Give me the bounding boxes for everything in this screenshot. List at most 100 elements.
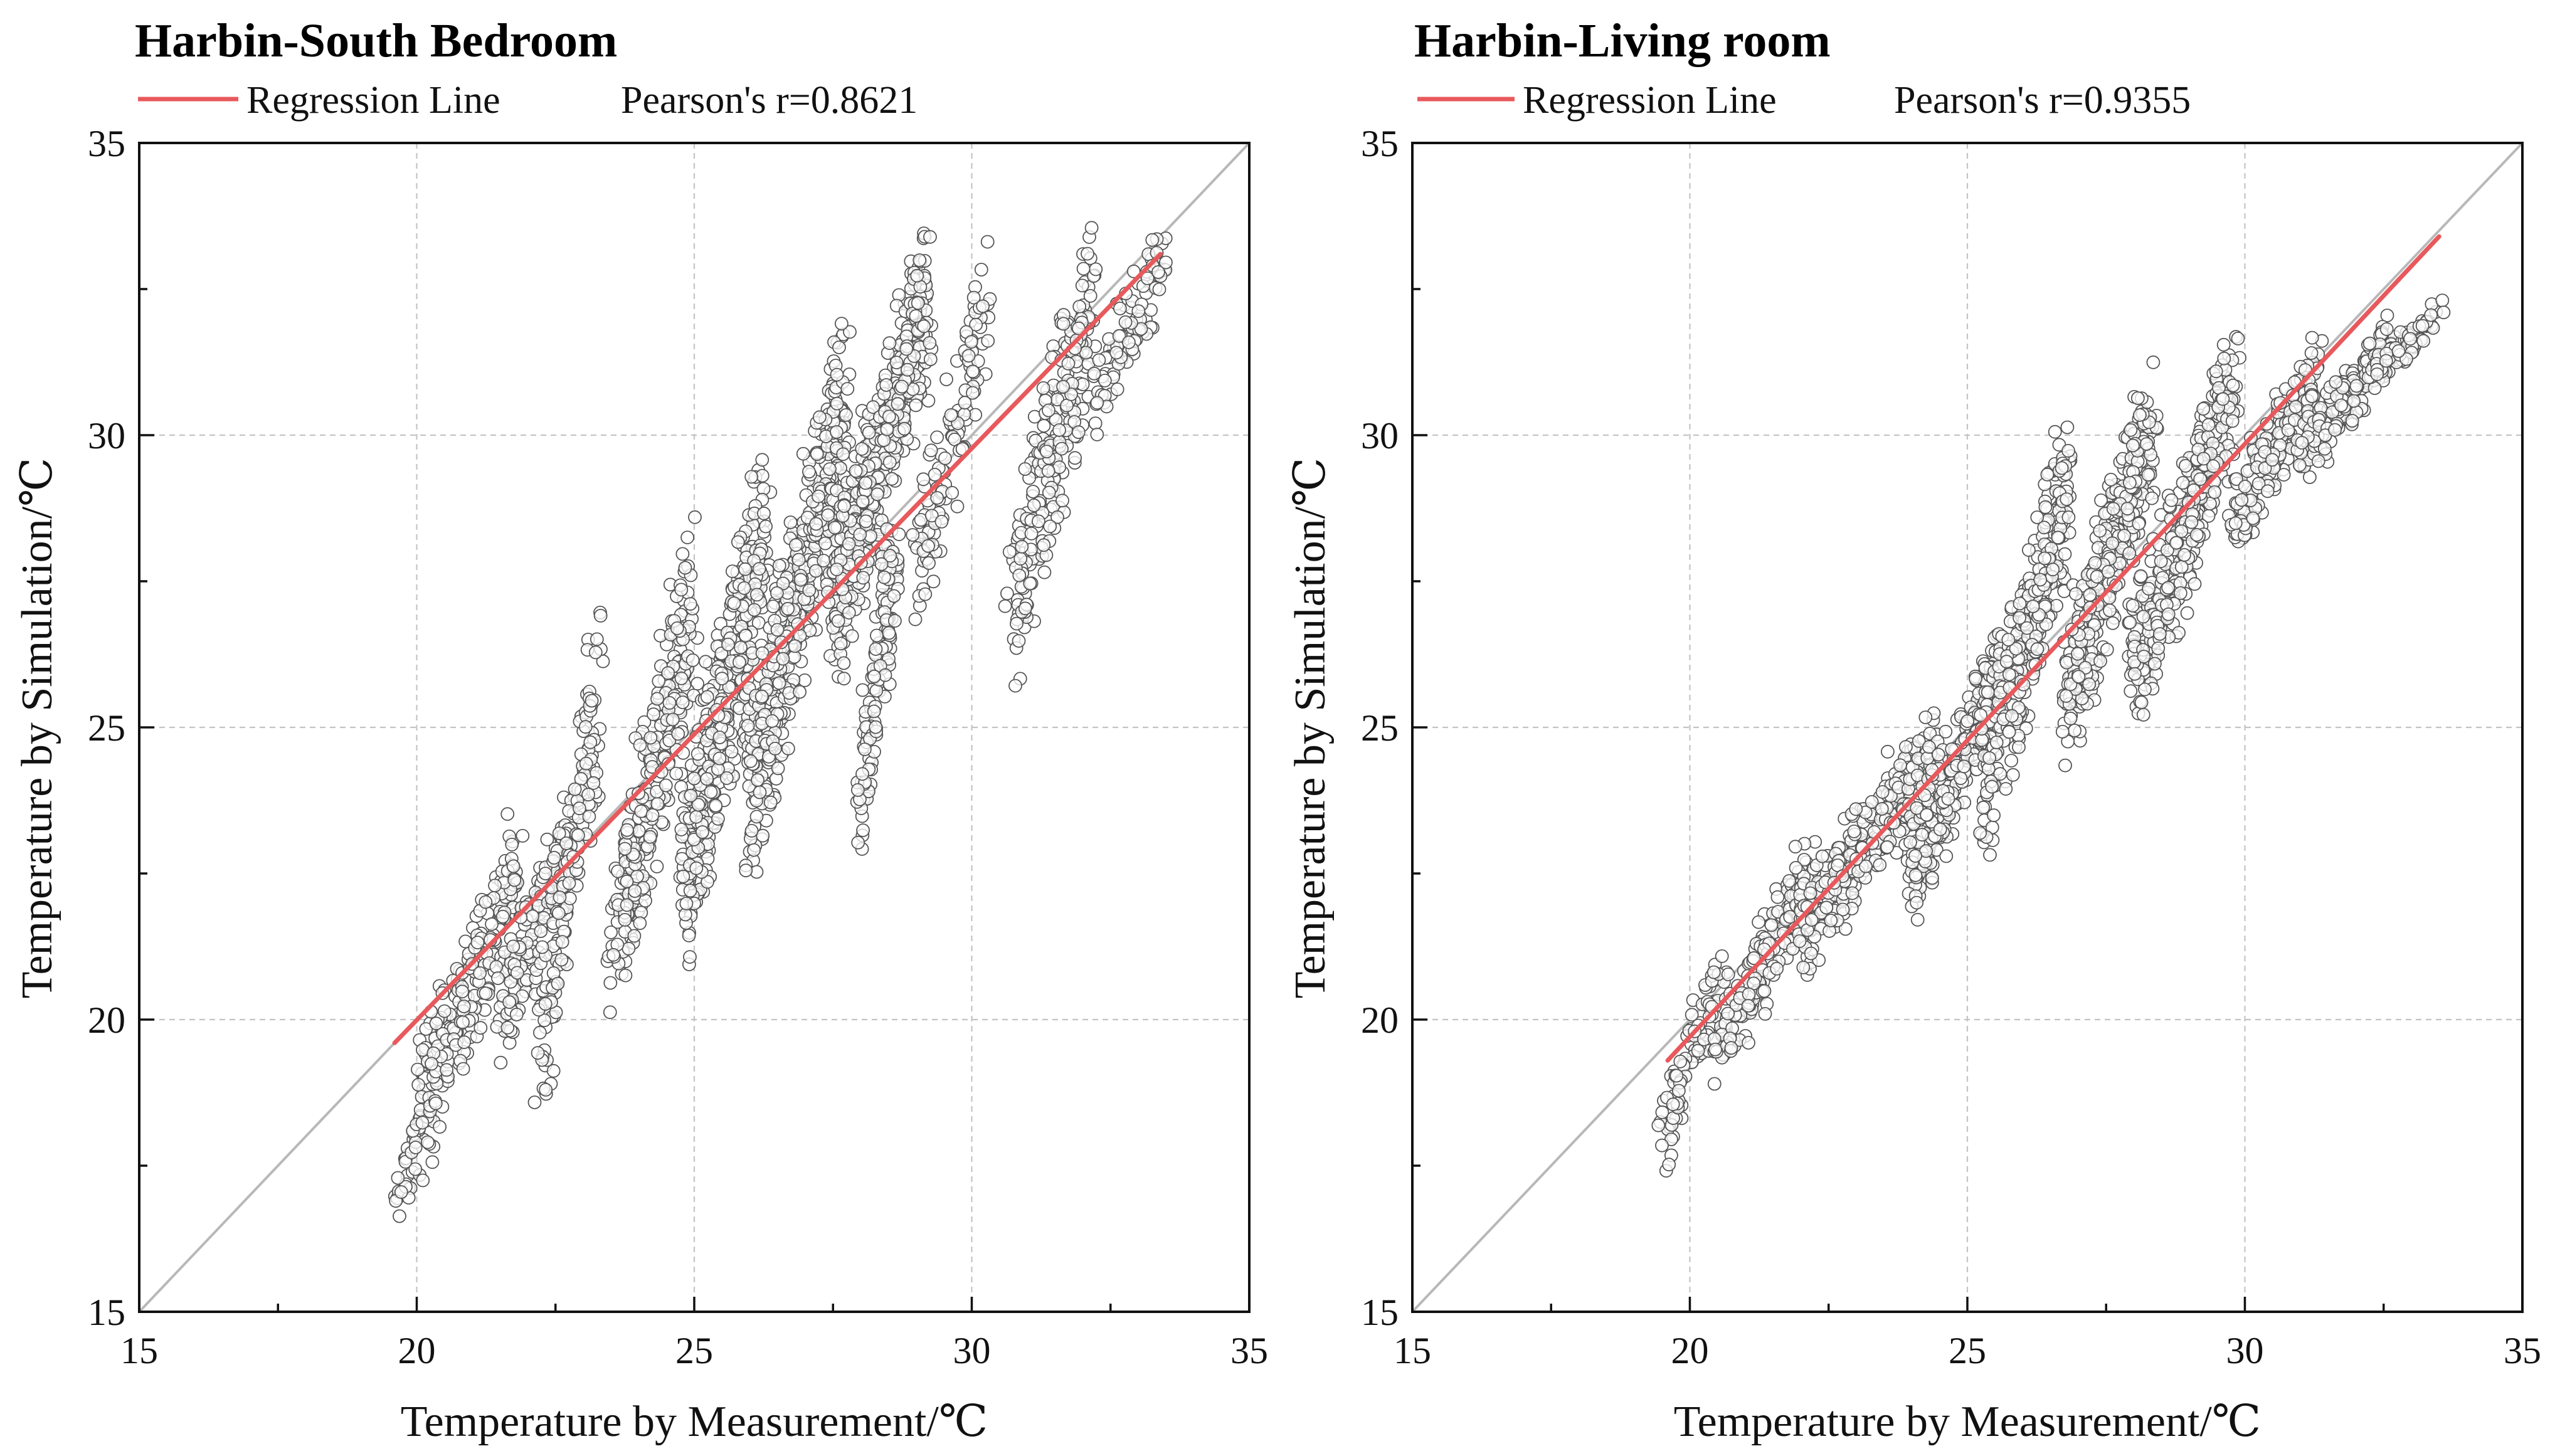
scatter-point (479, 986, 493, 1000)
scatter-point (768, 742, 782, 756)
scatter-point (1090, 396, 1104, 410)
scatter-point (2124, 423, 2138, 437)
scatter-point (781, 741, 795, 756)
scatter-point (456, 1062, 470, 1076)
scatter-point (1037, 565, 1052, 579)
scatter-point (897, 421, 911, 436)
scatter-point (855, 495, 870, 509)
scatter-point (916, 472, 931, 487)
scatter-point (1027, 499, 1041, 512)
scatter-point (685, 653, 700, 667)
scatter-point (393, 1209, 406, 1223)
scatter-point (818, 536, 832, 551)
scatter-point (1026, 485, 1040, 499)
scatter-point (1706, 965, 1721, 979)
scatter-point (2146, 355, 2161, 369)
scatter-point (1752, 915, 1766, 929)
scatter-point (1673, 1054, 1688, 1068)
scatter-point (537, 1013, 551, 1028)
scatter-point (2184, 515, 2199, 529)
scatter-point (1898, 740, 1913, 754)
scatter-point (869, 720, 883, 734)
scatter-point (1707, 1077, 1722, 1091)
scatter-point (1757, 984, 1772, 998)
scatter-point (880, 422, 894, 436)
scatter-point (2030, 642, 2045, 657)
scatter-point (505, 838, 519, 852)
scatter-point (662, 696, 677, 710)
scatter-point (1893, 758, 1907, 773)
scatter-point (783, 515, 798, 529)
scatter-point (1987, 808, 2001, 823)
scatter-point (586, 776, 601, 790)
scatter-point (888, 614, 902, 628)
y-tick-label: 15 (88, 1292, 125, 1333)
scatter-point (867, 704, 881, 719)
scatter-point (793, 572, 808, 587)
scatter-point (2026, 599, 2040, 613)
scatter-point (2006, 768, 2020, 782)
scatter-point (882, 336, 897, 351)
scatter-point (2105, 616, 2120, 630)
scatter-point (647, 707, 660, 722)
scatter-point (1742, 987, 1756, 1001)
scatter-point (2193, 472, 2208, 486)
scatter-point (680, 530, 694, 544)
scatter-point (1933, 822, 1947, 836)
scatter-point (835, 317, 849, 330)
scatter-point (1012, 568, 1027, 583)
scatter-point (2196, 451, 2211, 466)
scatter-point (776, 652, 790, 666)
scatter-point (1985, 779, 1999, 794)
scatter-point (1960, 714, 1975, 728)
scatter-point (1651, 1118, 1666, 1132)
scatter-point (1908, 868, 1923, 882)
scatter-point (802, 583, 817, 598)
scatter-point (877, 570, 891, 584)
scatter-point (1122, 335, 1136, 349)
scatter-point (683, 950, 697, 964)
scatter-point (830, 367, 844, 382)
scatter-point (882, 409, 896, 424)
scatter-point (679, 897, 694, 910)
scatter-point (1061, 356, 1076, 371)
scatter-point (1758, 1007, 1772, 1021)
scatter-point (1724, 1041, 1738, 1055)
scatter-point (2090, 569, 2104, 584)
scatter-point (899, 342, 914, 356)
scatter-point (1060, 398, 1074, 413)
scatter-point (1824, 914, 1838, 927)
scatter-point (791, 552, 806, 567)
scatter-point (755, 453, 770, 467)
scatter-point (859, 514, 873, 529)
scatter-point (926, 574, 941, 589)
scatter-point (1018, 462, 1032, 476)
scatter-point (2136, 609, 2150, 624)
scatter-point (507, 873, 522, 887)
scatter-point (394, 1185, 408, 1199)
scatter-point (798, 673, 812, 687)
scatter-point (2083, 588, 2097, 602)
scatter-point (923, 336, 937, 350)
scatter-point (924, 443, 938, 458)
scatter-point (1118, 315, 1133, 329)
scatter-point (1999, 655, 2014, 669)
scatter-point (1903, 835, 1917, 850)
scatter-point (908, 612, 923, 626)
x-tick-label: 35 (1230, 1330, 1268, 1371)
scatter-point (744, 470, 759, 484)
scatter-point (823, 462, 837, 476)
scatter-point (1803, 886, 1817, 900)
scatter-point (938, 451, 952, 465)
scatter-point (739, 628, 753, 643)
scatter-point (1789, 861, 1803, 875)
scatter-point (1976, 800, 1991, 815)
scatter-point (425, 1057, 438, 1071)
scatter-point (552, 826, 566, 840)
scatter-point (1089, 262, 1103, 277)
scatter-point (788, 639, 802, 653)
scatter-point (1957, 759, 1971, 774)
scatter-point (2132, 408, 2147, 422)
scatter-point (917, 319, 931, 334)
